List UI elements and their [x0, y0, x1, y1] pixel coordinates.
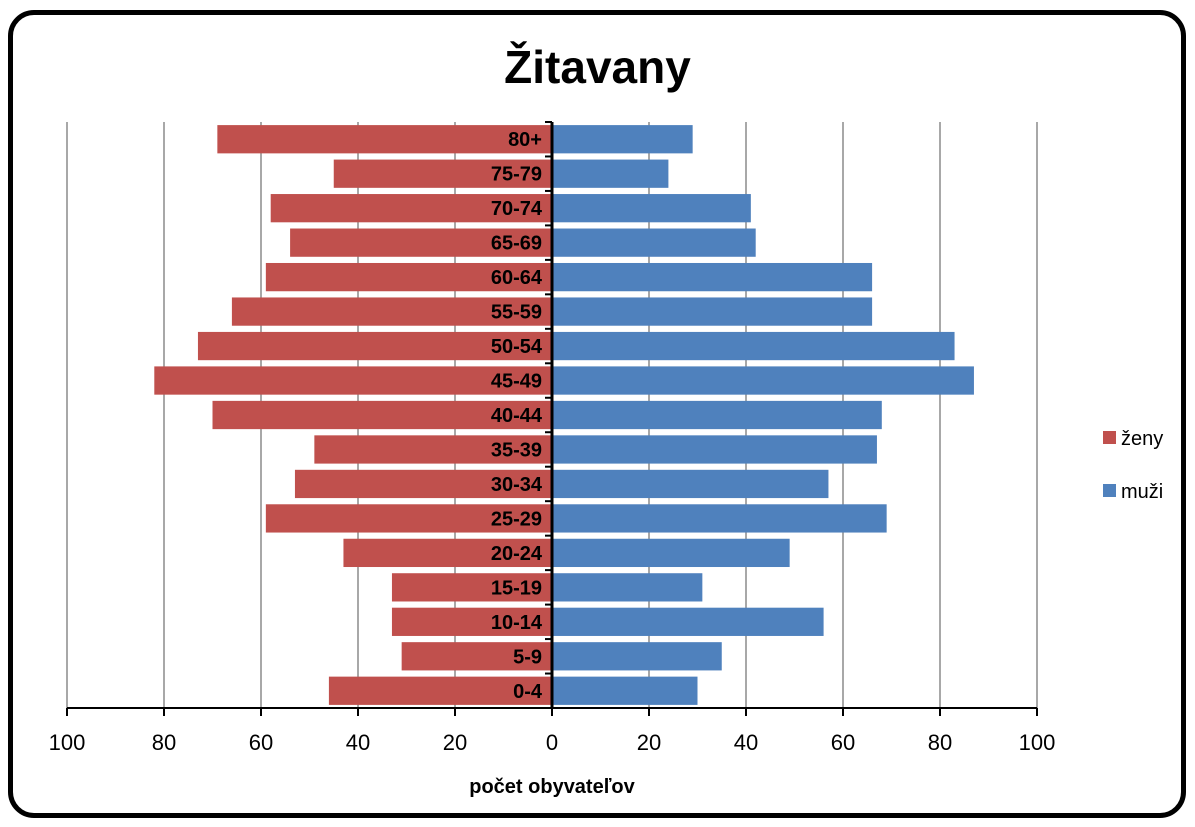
- x-tick-label-6: 20: [637, 730, 661, 755]
- x-tick-label-9: 80: [928, 730, 952, 755]
- bar-zeny-65-69: [290, 228, 552, 257]
- age-label-60-64: 60-64: [491, 267, 543, 289]
- age-label-70-74: 70-74: [491, 198, 543, 220]
- bar-muzi-10-14: [552, 607, 824, 636]
- age-label-65-69: 65-69: [491, 233, 542, 255]
- axis-layer: 100 80 60 40 20 0 20 40 60 80 100: [49, 121, 1056, 755]
- age-label-20-24: 20-24: [491, 543, 543, 565]
- x-tick-label-5: 0: [546, 730, 558, 755]
- bar-zeny-45-49: [154, 366, 553, 395]
- bar-zeny-15-19: [391, 573, 552, 602]
- label-layer: 80+ 75-79 70-74 65-69 60-64 55-59 50-54 45-49 40…: [491, 129, 543, 703]
- bar-zeny-60-64: [265, 262, 552, 292]
- bar-zeny-5-9: [401, 642, 552, 671]
- bar-muzi-15-19: [552, 573, 703, 602]
- bar-zeny-10-14: [391, 607, 552, 636]
- bar-zeny-50-54: [197, 331, 552, 361]
- bar-muzi-60-64: [552, 262, 873, 292]
- x-tick-label-8: 60: [831, 730, 855, 755]
- age-label-50-54: 50-54: [491, 336, 543, 358]
- x-tick-label-4: 20: [443, 730, 467, 755]
- age-label-55-59: 55-59: [491, 302, 542, 324]
- age-label-5-9: 5-9: [513, 646, 542, 668]
- x-tick-label-7: 40: [734, 730, 758, 755]
- x-tick-label-2: 60: [249, 730, 273, 755]
- age-label-40-44: 40-44: [491, 405, 543, 427]
- legend-swatch-muzi: [1103, 484, 1116, 497]
- bar-layer: [154, 125, 974, 705]
- bar-zeny-55-59: [231, 297, 552, 326]
- x-tick-label-1: 80: [152, 730, 176, 755]
- bar-muzi-5-9: [552, 642, 722, 671]
- bar-muzi-40-44: [552, 400, 882, 430]
- bar-muzi-75-79: [552, 159, 669, 188]
- age-label-75-79: 75-79: [491, 164, 542, 186]
- age-label-35-39: 35-39: [491, 439, 542, 461]
- legend-label-muzi: muži: [1121, 481, 1163, 503]
- bar-zeny-40-44: [212, 400, 552, 430]
- bar-muzi-50-54: [552, 331, 955, 361]
- bar-muzi-70-74: [552, 194, 751, 223]
- bar-muzi-30-34: [552, 469, 829, 499]
- bar-muzi-0-4: [552, 676, 698, 705]
- legend-swatch-zeny: [1103, 431, 1116, 444]
- bar-zeny-0-4: [328, 676, 552, 705]
- x-tick-label-0: 100: [49, 730, 86, 755]
- age-label-45-49: 45-49: [491, 371, 542, 393]
- legend-label-zeny: ženy: [1121, 428, 1163, 450]
- age-label-0-4: 0-4: [513, 681, 543, 703]
- x-tick-label-10: 100: [1019, 730, 1056, 755]
- bar-zeny-30-34: [294, 469, 552, 499]
- bar-muzi-20-24: [552, 538, 790, 568]
- bar-muzi-65-69: [552, 228, 756, 257]
- age-label-30-34: 30-34: [491, 474, 543, 496]
- bar-muzi-80+: [552, 125, 693, 154]
- bar-zeny-25-29: [265, 504, 552, 533]
- age-label-10-14: 10-14: [491, 612, 543, 634]
- bar-muzi-35-39: [552, 435, 877, 464]
- bar-muzi-45-49: [552, 366, 974, 395]
- bar-zeny-20-24: [343, 538, 552, 568]
- x-tick-label-3: 40: [346, 730, 370, 755]
- bar-muzi-25-29: [552, 504, 887, 533]
- chart-title: Žitavany: [504, 41, 691, 93]
- age-label-80+: 80+: [508, 129, 542, 151]
- bar-zeny-75-79: [333, 159, 552, 188]
- age-label-15-19: 15-19: [491, 577, 542, 599]
- bar-zeny-70-74: [270, 194, 552, 223]
- legend: ženy muži: [1103, 428, 1163, 503]
- bar-zeny-35-39: [314, 435, 552, 464]
- x-axis-title: počet obyvateľov: [469, 776, 635, 798]
- bar-muzi-55-59: [552, 297, 873, 326]
- bar-zeny-80+: [217, 125, 552, 154]
- age-label-25-29: 25-29: [491, 508, 542, 530]
